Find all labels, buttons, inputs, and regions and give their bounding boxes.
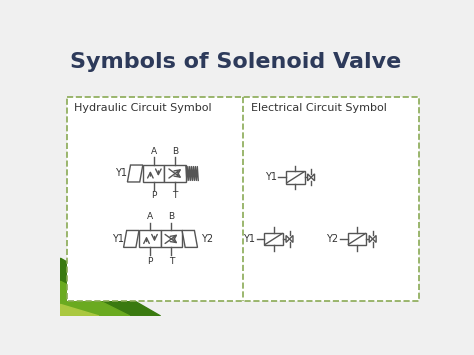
- Bar: [347, 233, 366, 245]
- Text: A: A: [151, 147, 157, 156]
- Text: B: B: [172, 147, 178, 156]
- Bar: [66, 97, 419, 301]
- Text: Y1: Y1: [111, 234, 124, 244]
- Text: T: T: [173, 191, 178, 200]
- Text: Y1: Y1: [116, 169, 128, 179]
- Polygon shape: [61, 304, 99, 316]
- Bar: [264, 233, 283, 245]
- Text: Y2: Y2: [201, 234, 213, 244]
- Text: Symbols of Solenoid Valve: Symbols of Solenoid Valve: [70, 52, 401, 72]
- Polygon shape: [61, 281, 130, 316]
- Bar: [161, 230, 182, 247]
- Polygon shape: [290, 235, 293, 242]
- Polygon shape: [369, 235, 373, 242]
- Text: Electrical Circuit Symbol: Electrical Circuit Symbol: [251, 103, 386, 113]
- Text: Y1: Y1: [265, 172, 277, 182]
- Text: P: P: [151, 191, 156, 200]
- Text: T: T: [169, 257, 174, 266]
- Text: Y1: Y1: [243, 234, 255, 244]
- Polygon shape: [308, 174, 311, 181]
- Text: B: B: [168, 212, 174, 221]
- Text: Y2: Y2: [326, 234, 338, 244]
- Polygon shape: [182, 230, 198, 247]
- Text: A: A: [146, 212, 153, 221]
- Polygon shape: [373, 235, 376, 242]
- Text: Hydraulic Circuit Symbol: Hydraulic Circuit Symbol: [74, 103, 212, 113]
- Bar: [143, 165, 164, 182]
- Polygon shape: [311, 174, 315, 181]
- Text: P: P: [147, 257, 153, 266]
- Polygon shape: [128, 165, 143, 182]
- Polygon shape: [286, 235, 290, 242]
- Polygon shape: [61, 258, 161, 316]
- Polygon shape: [124, 230, 139, 247]
- Bar: [139, 230, 161, 247]
- Bar: [164, 165, 186, 182]
- Bar: [286, 171, 304, 184]
